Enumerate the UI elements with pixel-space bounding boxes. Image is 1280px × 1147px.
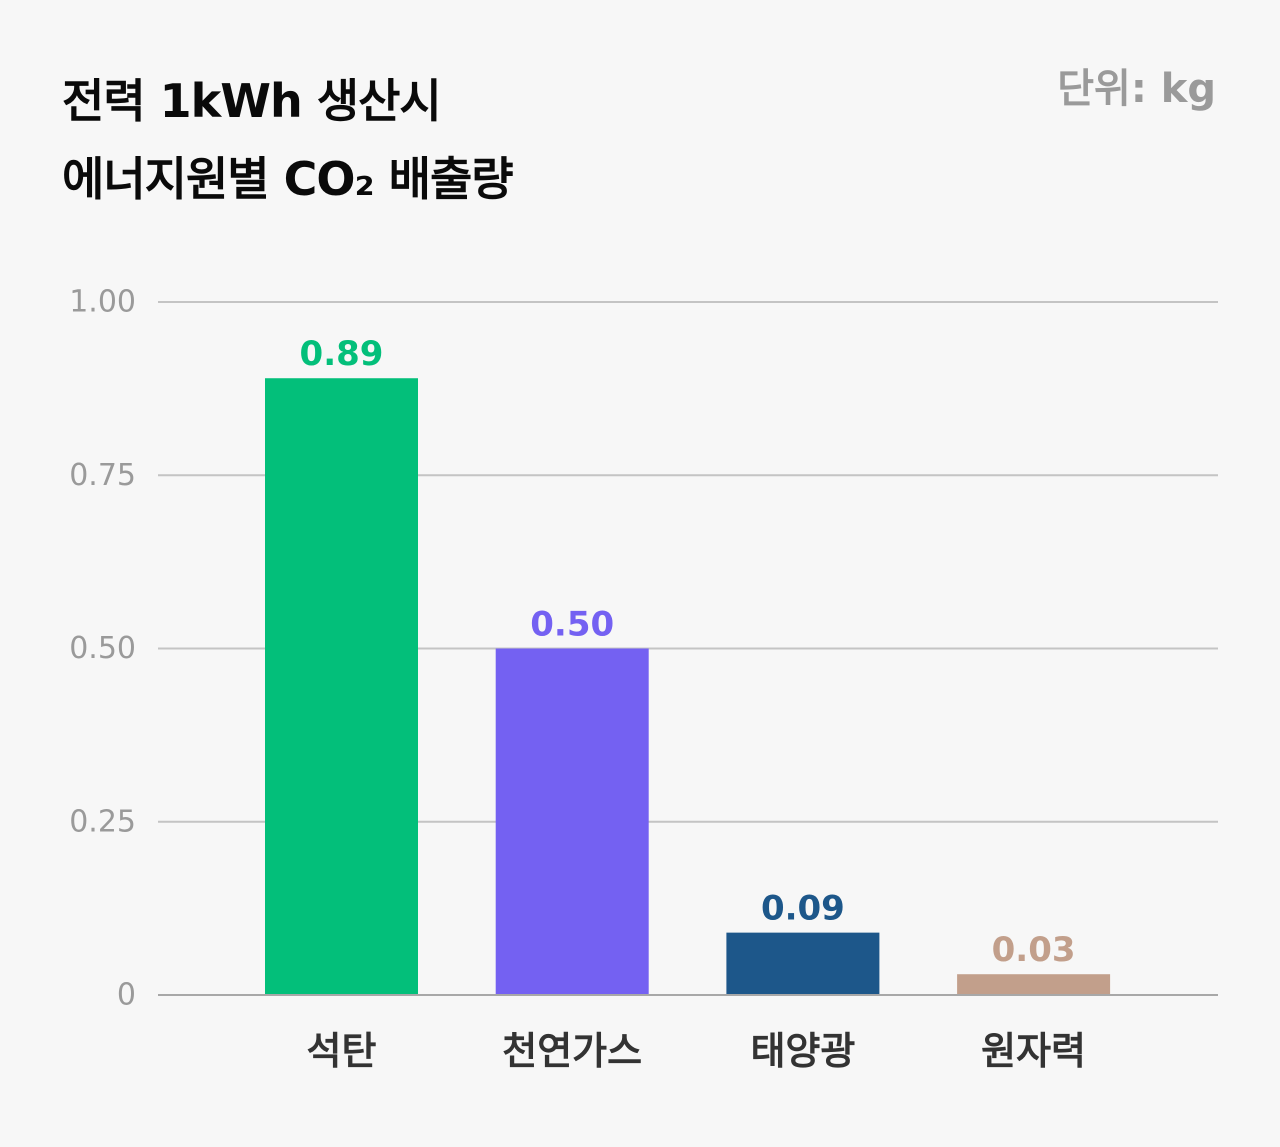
bar xyxy=(265,378,418,996)
bar xyxy=(495,648,649,995)
value-labels: 0.89 0.50 0.09 0.03 xyxy=(300,334,1076,970)
bar xyxy=(726,932,880,995)
y-axis-tick-labels: 0 0.25 0.50 0.75 1.00 xyxy=(69,285,136,1013)
y-tick-label: 0.25 xyxy=(69,804,136,839)
chart-title-line-2: 에너지원별 CO₂ 배출량 xyxy=(62,152,514,206)
value-label: 0.89 xyxy=(300,334,384,374)
y-tick-label: 0.75 xyxy=(69,458,136,493)
x-category-label: 천연가스 xyxy=(502,1029,642,1073)
bars xyxy=(158,378,1218,996)
x-category-label: 석탄 xyxy=(307,1029,377,1073)
y-tick-label: 1.00 xyxy=(69,285,136,320)
y-tick-label: 0 xyxy=(117,978,136,1013)
chart-title: 전력 1kWh 생산시 에너지원별 CO₂ 배출량 xyxy=(62,62,514,218)
value-label: 0.50 xyxy=(530,605,614,645)
x-axis-category-labels: 석탄 천연가스 태양광 원자력 xyxy=(307,1029,1087,1073)
unit-label: 단위: kg xyxy=(1057,66,1216,112)
x-category-label: 원자력 xyxy=(981,1029,1086,1073)
bar xyxy=(957,974,1111,995)
chart-title-line-1: 전력 1kWh 생산시 xyxy=(62,74,442,128)
x-category-label: 태양광 xyxy=(750,1029,855,1073)
value-label: 0.03 xyxy=(992,930,1076,970)
value-label: 0.09 xyxy=(761,889,845,929)
y-tick-label: 0.50 xyxy=(69,631,136,666)
